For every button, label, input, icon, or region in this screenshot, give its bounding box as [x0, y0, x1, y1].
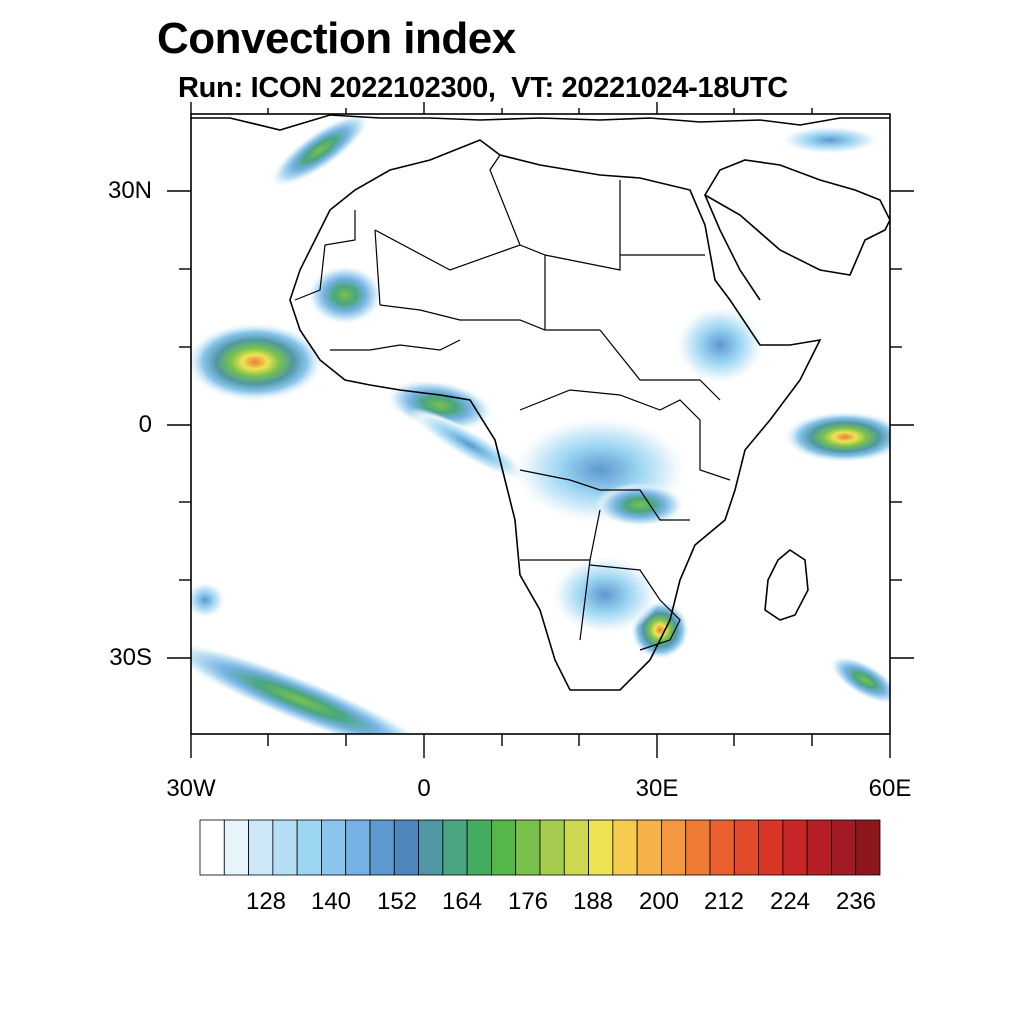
- colorbar-swatch: [199, 819, 225, 876]
- border-south-1: [520, 509, 601, 641]
- map-frame: [190, 113, 891, 735]
- colorbar-swatch: [223, 819, 249, 876]
- border-n3: [599, 180, 721, 401]
- colorbar-swatch: [758, 819, 784, 876]
- convection-arabian: [780, 126, 880, 154]
- colorbar-swatch: [272, 819, 298, 876]
- colorbar-label: 176: [507, 888, 549, 915]
- colorbar-label: 212: [703, 888, 745, 915]
- convection-field: [191, 114, 890, 734]
- colorbar-swatch: [248, 819, 274, 876]
- convection-south-atlantic: [191, 640, 440, 734]
- madagascar-coast: [764, 549, 809, 621]
- country-borders: [294, 154, 731, 651]
- colorbar-label: 224: [769, 888, 811, 915]
- convection-southern-africa: [550, 555, 660, 635]
- colorbar-swatch: [296, 819, 322, 876]
- colorbar-swatch: [588, 819, 614, 876]
- colorbar-swatch: [612, 819, 638, 876]
- colorbar-label: 128: [245, 888, 287, 915]
- red-sea-coast: [704, 194, 761, 301]
- colorbar-swatch: [418, 819, 444, 876]
- colorbar-swatch: [539, 819, 565, 876]
- x-tick-label: 60E: [868, 775, 912, 802]
- border-south-2: [589, 564, 681, 651]
- colorbar-swatch: [709, 819, 735, 876]
- europe-coast: [191, 114, 890, 131]
- map-subtitle: Run: ICON 2022102300, VT: 20221024-18UTC: [178, 72, 788, 104]
- colorbar-swatch: [369, 819, 395, 876]
- x-tick-label: 0: [417, 775, 431, 802]
- colorbar-label: 200: [638, 888, 680, 915]
- colorbar-label: 236: [835, 888, 877, 915]
- colorbar-swatch: [321, 819, 347, 876]
- convection-senegal: [307, 265, 383, 325]
- colorbar-swatch: [782, 819, 808, 876]
- x-tick-label: 30W: [166, 775, 216, 802]
- y-tick-label: 30S: [109, 644, 152, 671]
- africa-coastline: [289, 139, 822, 691]
- convection-tanzania: [595, 483, 685, 527]
- colorbar-swatch: [685, 819, 711, 876]
- colorbar-label: 164: [441, 888, 483, 915]
- map-ticks: [167, 102, 914, 758]
- colorbar: [199, 819, 881, 876]
- colorbar-swatch: [636, 819, 662, 876]
- y-tick-label: 30N: [107, 177, 152, 204]
- colorbar-label: 152: [376, 888, 418, 915]
- border-congo: [519, 469, 690, 521]
- colorbar-swatch: [563, 819, 589, 876]
- colorbar-swatch: [393, 819, 419, 876]
- border-n2: [489, 154, 705, 271]
- colorbar-swatch: [831, 819, 857, 876]
- colorbar-swatch: [733, 819, 759, 876]
- colorbar-swatch: [855, 819, 881, 876]
- colorbar-swatch: [466, 819, 492, 876]
- colorbar-swatch: [345, 819, 371, 876]
- colorbar-label: 140: [310, 888, 352, 915]
- arabian-coast: [703, 159, 890, 276]
- convection-west-africa-coast: [191, 322, 325, 402]
- colorbar-swatch: [806, 819, 832, 876]
- convection-mediterranean: [269, 114, 371, 188]
- convection-indian-ocean: [783, 411, 890, 463]
- colorbar-swatch: [515, 819, 541, 876]
- colorbar-label: 188: [572, 888, 614, 915]
- border-west: [294, 210, 461, 351]
- border-central: [519, 389, 731, 481]
- colorbar-swatch: [661, 819, 687, 876]
- y-tick-label: 0: [138, 411, 152, 438]
- convection-south-atlantic-tip: [191, 582, 225, 618]
- map-title: Convection index: [157, 14, 516, 63]
- x-tick-label: 30E: [635, 775, 679, 802]
- convection-ethiopia: [675, 305, 765, 385]
- coastlines: [191, 114, 890, 691]
- convection-sw-indian-ocean: [829, 655, 890, 705]
- border-sahel: [379, 304, 600, 331]
- colorbar-swatch: [442, 819, 468, 876]
- colorbar-swatch: [491, 819, 517, 876]
